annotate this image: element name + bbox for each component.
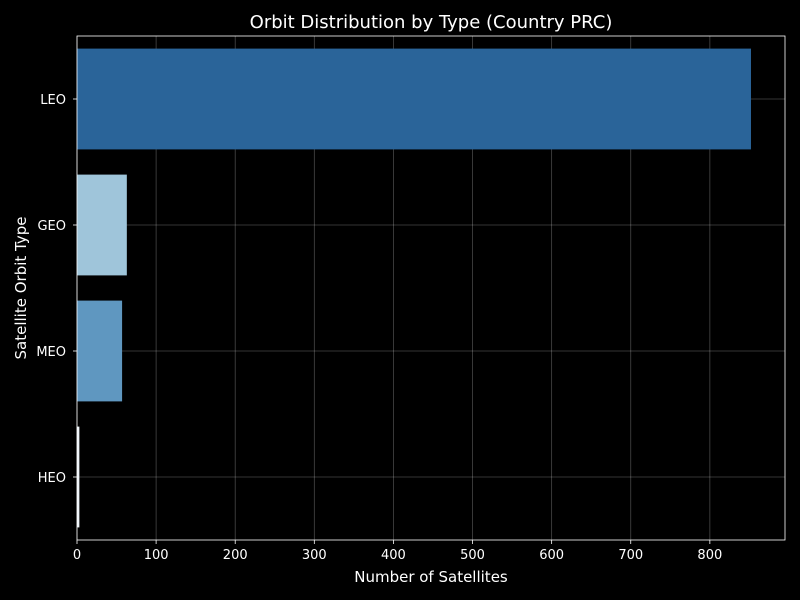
x-tick-label: 400 — [381, 548, 406, 563]
y-tick-label: GEO — [37, 219, 66, 234]
plot-frame — [76, 35, 786, 541]
x-tick-label: 0 — [73, 548, 81, 563]
bar-geo — [77, 174, 127, 276]
x-axis-label: Number of Satellites — [354, 568, 508, 586]
x-tick-label: 100 — [144, 548, 169, 563]
x-tick-label: 500 — [460, 548, 485, 563]
x-tick-label: 600 — [539, 548, 564, 563]
bars — [77, 48, 751, 528]
bar-meo — [77, 300, 123, 402]
x-tick-label: 800 — [697, 548, 722, 563]
y-tick-label: LEO — [40, 93, 66, 108]
y-tick-label: MEO — [36, 345, 66, 360]
x-tick-label: 200 — [223, 548, 248, 563]
x-tick-label: 300 — [302, 548, 327, 563]
bar-heo — [77, 426, 80, 528]
chart-title: Orbit Distribution by Type (Country PRC) — [250, 12, 613, 33]
bar-leo — [77, 48, 751, 150]
y-tick-label: HEO — [38, 471, 66, 486]
axis-ticks: 0 100 200 300 400 500 600 700 800 LEO GEO MEO HEO — [36, 93, 722, 563]
x-tick-label: 700 — [618, 548, 643, 563]
y-axis-label: Satellite Orbit Type — [12, 217, 30, 360]
